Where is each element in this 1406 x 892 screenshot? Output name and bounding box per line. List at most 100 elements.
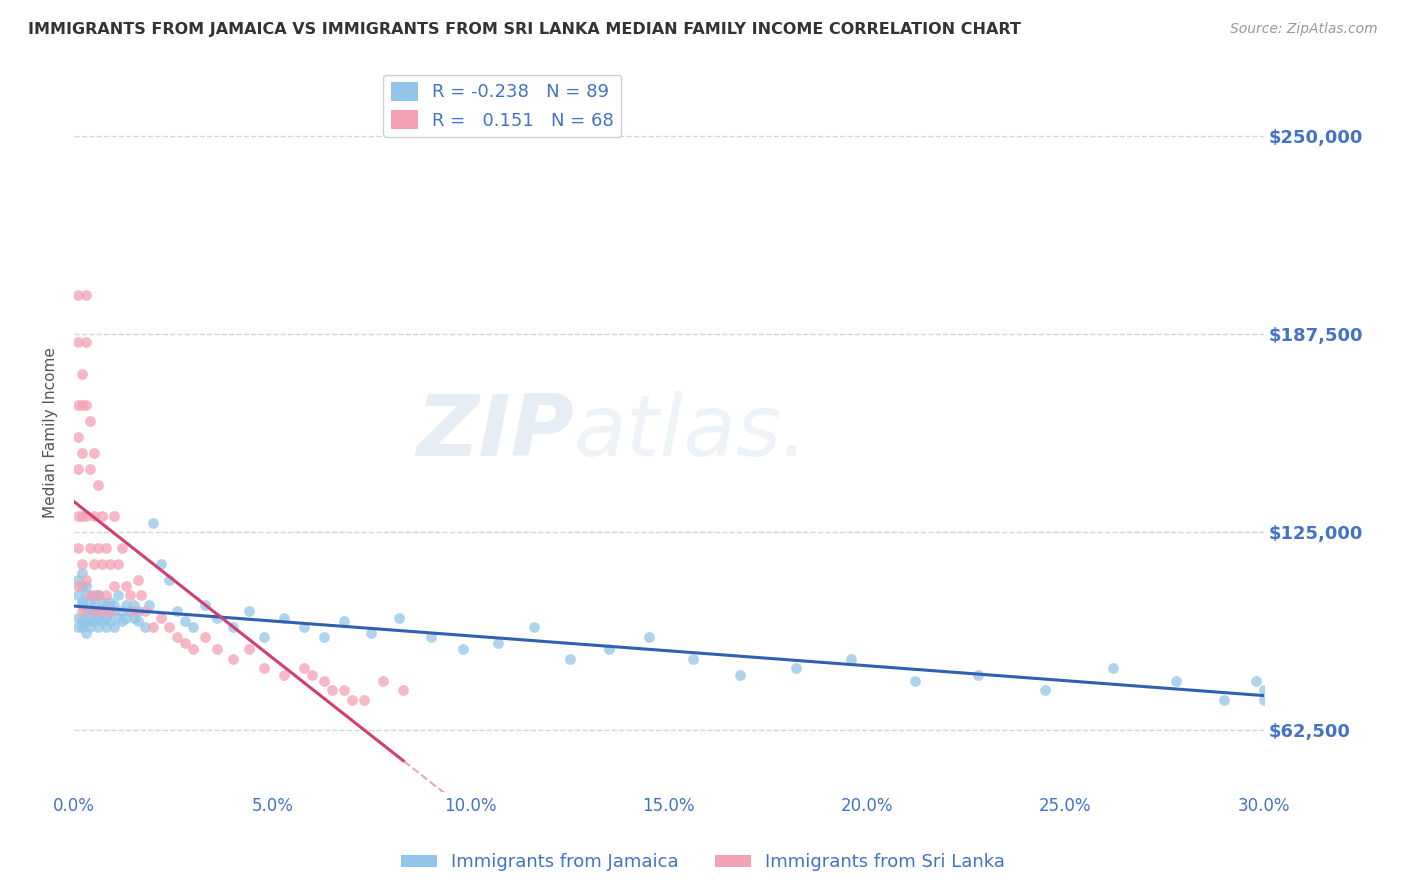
Point: [75, 573, 97, 587]
Point: [181, 642, 204, 657]
Point: [90, 595, 112, 609]
Point: [523, 620, 546, 634]
Point: [83, 614, 105, 628]
Point: [114, 579, 136, 593]
Point: [70, 595, 93, 609]
Y-axis label: Median Family Income: Median Family Income: [44, 347, 58, 517]
Point: [94, 610, 117, 624]
Point: [273, 667, 295, 681]
Point: [79, 588, 101, 602]
Point: [312, 630, 335, 644]
Point: [127, 614, 149, 628]
Point: [75, 614, 97, 628]
Point: [90, 557, 112, 571]
Point: [79, 414, 101, 428]
Point: [1212, 693, 1234, 707]
Point: [114, 598, 136, 612]
Point: [904, 673, 927, 688]
Point: [83, 588, 105, 602]
Point: [103, 509, 125, 524]
Point: [157, 620, 180, 634]
Point: [70, 509, 93, 524]
Legend: R = -0.238   N = 89, R =   0.151   N = 68: R = -0.238 N = 89, R = 0.151 N = 68: [384, 75, 621, 137]
Point: [103, 604, 125, 618]
Point: [157, 573, 180, 587]
Point: [312, 673, 335, 688]
Point: [94, 598, 117, 612]
Point: [79, 462, 101, 476]
Legend: Immigrants from Jamaica, Immigrants from Sri Lanka: Immigrants from Jamaica, Immigrants from…: [394, 847, 1012, 879]
Point: [67, 509, 90, 524]
Point: [194, 598, 217, 612]
Point: [103, 620, 125, 634]
Point: [70, 446, 93, 460]
Point: [360, 626, 382, 640]
Point: [67, 287, 90, 301]
Point: [1253, 693, 1275, 707]
Point: [598, 642, 620, 657]
Point: [70, 598, 93, 612]
Point: [131, 588, 153, 602]
Point: [83, 557, 105, 571]
Point: [111, 614, 134, 628]
Point: [75, 588, 97, 602]
Point: [79, 620, 101, 634]
Point: [67, 541, 90, 555]
Point: [67, 462, 90, 476]
Point: [75, 626, 97, 640]
Point: [70, 604, 93, 618]
Point: [87, 588, 110, 602]
Point: [839, 651, 862, 665]
Point: [90, 614, 112, 628]
Point: [142, 516, 165, 530]
Point: [142, 620, 165, 634]
Point: [70, 557, 93, 571]
Text: atlas.: atlas.: [574, 391, 808, 474]
Point: [87, 541, 110, 555]
Point: [94, 588, 117, 602]
Point: [107, 557, 129, 571]
Point: [728, 667, 751, 681]
Point: [292, 620, 315, 634]
Point: [967, 667, 990, 681]
Point: [83, 509, 105, 524]
Point: [682, 651, 704, 665]
Point: [118, 604, 141, 618]
Point: [70, 367, 93, 381]
Text: ZIP: ZIP: [416, 391, 574, 474]
Point: [122, 610, 145, 624]
Point: [332, 683, 354, 698]
Point: [103, 579, 125, 593]
Point: [353, 693, 375, 707]
Point: [174, 614, 197, 628]
Point: [166, 604, 188, 618]
Point: [83, 604, 105, 618]
Point: [253, 661, 276, 675]
Point: [75, 579, 97, 593]
Point: [107, 610, 129, 624]
Point: [111, 541, 134, 555]
Point: [127, 604, 149, 618]
Point: [138, 598, 160, 612]
Point: [392, 683, 415, 698]
Point: [75, 604, 97, 618]
Point: [373, 673, 395, 688]
Point: [67, 430, 90, 444]
Point: [67, 399, 90, 413]
Point: [94, 620, 117, 634]
Point: [79, 604, 101, 618]
Point: [174, 636, 197, 650]
Point: [134, 620, 156, 634]
Point: [150, 610, 173, 624]
Point: [67, 610, 90, 624]
Point: [181, 620, 204, 634]
Point: [107, 588, 129, 602]
Point: [114, 610, 136, 624]
Point: [785, 661, 807, 675]
Point: [87, 610, 110, 624]
Point: [87, 604, 110, 618]
Point: [292, 661, 315, 675]
Point: [67, 573, 90, 587]
Point: [98, 557, 121, 571]
Point: [79, 541, 101, 555]
